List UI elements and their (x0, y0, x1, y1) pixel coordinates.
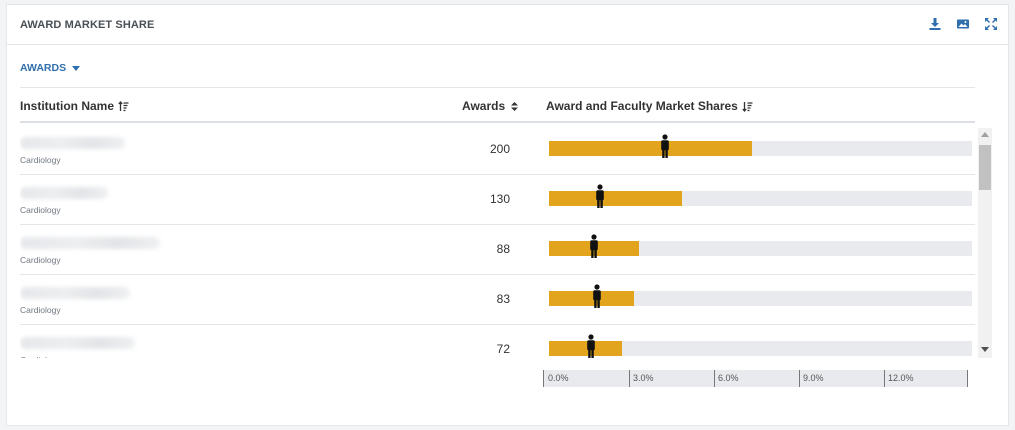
panel-header: AWARD MARKET SHARE (7, 5, 1008, 45)
expand-icon[interactable] (984, 17, 998, 31)
market-share-axis: 0.0% 3.0% 6.0% 9.0% 12.0% (543, 370, 968, 387)
axis-tick (799, 370, 800, 387)
sort-ascending-icon (118, 100, 129, 111)
award-market-share-panel: AWARD MARKET SHARE (6, 4, 1009, 426)
awards-value: 83 (496, 292, 510, 306)
axis-tick-label: 9.0% (803, 373, 824, 383)
header-actions (928, 17, 998, 31)
faculty-share-person-icon (587, 334, 595, 358)
column-header-label: Award and Faculty Market Shares (546, 99, 738, 113)
award-share-bar (549, 341, 622, 356)
table-header: Institution Name Awards Award and Facult… (20, 87, 975, 123)
redacted-institution-name (20, 187, 108, 199)
axis-tick (884, 370, 885, 387)
award-share-bar (549, 141, 752, 156)
table-body: Cardiology 200 Cardiology 130 Cardiology 88 Ca… (20, 125, 975, 358)
award-share-bar (549, 291, 634, 306)
market-share-bar-track (549, 284, 972, 308)
axis-tick (629, 370, 630, 387)
redacted-institution-name (20, 287, 130, 299)
download-icon[interactable] (928, 17, 942, 31)
axis-tick (714, 370, 715, 387)
column-header-awards[interactable]: Awards (462, 99, 520, 113)
table-scrollbar[interactable] (978, 128, 992, 358)
scroll-thumb[interactable] (979, 145, 991, 190)
redacted-institution-name (20, 137, 125, 149)
awards-value: 200 (489, 142, 510, 156)
awards-dropdown-label: AWARDS (20, 62, 67, 74)
column-header-label: Institution Name (20, 99, 115, 113)
sort-descending-icon (742, 101, 753, 112)
faculty-share-person-icon (596, 184, 604, 208)
scroll-down-icon[interactable] (981, 347, 989, 352)
faculty-share-person-icon (593, 284, 601, 308)
department-label: Cardiology (20, 305, 61, 315)
awards-value: 72 (496, 342, 510, 356)
redacted-institution-name (20, 237, 160, 249)
awards-dropdown[interactable]: AWARDS (20, 62, 81, 74)
table-row[interactable]: Cardiology 83 (20, 275, 975, 325)
award-share-bar (549, 191, 682, 206)
market-share-bar-track (549, 334, 972, 358)
axis-tick-label: 0.0% (548, 373, 569, 383)
faculty-share-person-icon (661, 134, 669, 158)
redacted-institution-name (20, 337, 135, 349)
column-header-institution-name[interactable]: Institution Name (20, 99, 129, 113)
column-header-market-shares[interactable]: Award and Faculty Market Shares (546, 99, 753, 113)
panel-title: AWARD MARKET SHARE (20, 19, 155, 31)
department-label: Cardiology (20, 205, 61, 215)
scroll-up-icon[interactable] (981, 132, 989, 137)
department-label: Cardiology (20, 255, 61, 265)
table-row[interactable]: Cardiology 88 (20, 225, 975, 275)
image-icon[interactable] (956, 17, 970, 31)
caret-down-icon (72, 66, 81, 71)
department-label: Cardiology (20, 355, 61, 358)
market-share-bar-track (549, 184, 972, 208)
axis-tick-label: 12.0% (888, 373, 914, 383)
department-label: Cardiology (20, 155, 61, 165)
market-share-bar-track (549, 234, 972, 258)
table-row[interactable]: Cardiology 130 (20, 175, 975, 225)
awards-value: 130 (489, 192, 510, 206)
market-share-bar-track (549, 134, 972, 158)
sort-toggle-icon (511, 101, 519, 111)
axis-tick-label: 6.0% (718, 373, 739, 383)
awards-value: 88 (496, 242, 510, 256)
faculty-share-person-icon (590, 234, 598, 258)
table-row[interactable]: Cardiology 200 (20, 125, 975, 175)
column-header-label: Awards (462, 99, 506, 113)
axis-tick-label: 3.0% (633, 373, 654, 383)
table-row[interactable]: Cardiology 72 (20, 325, 975, 358)
